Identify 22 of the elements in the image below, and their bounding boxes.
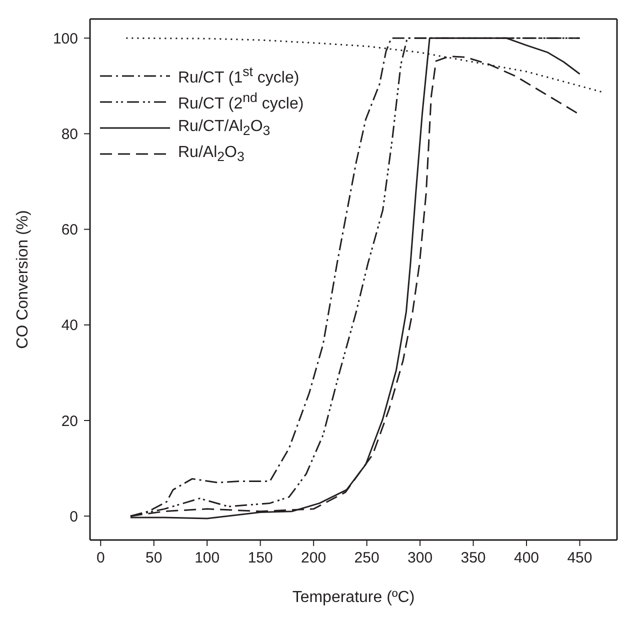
- y-tick-label: 100: [52, 30, 78, 48]
- x-tick-label: 450: [567, 550, 592, 567]
- x-tick-label: 0: [96, 550, 105, 567]
- x-tick-label: 200: [301, 550, 326, 567]
- y-tick-label: 20: [61, 412, 78, 430]
- legend-label: Ru/CT (1$^{st}$ cycle): [178, 64, 300, 88]
- y-tick-label: 60: [61, 222, 78, 239]
- x-tick-label: 400: [514, 550, 540, 567]
- x-tick-label: 350: [460, 550, 486, 567]
- legend-label: Ru/CT/Al$_{2}$O$_{3}$: [178, 116, 270, 140]
- x-tick-label: 50: [146, 550, 162, 567]
- x-tick-label: 250: [354, 550, 380, 567]
- x-tick-label: 150: [248, 550, 273, 567]
- y-tick-label: 40: [61, 317, 78, 334]
- x-tick-label: 300: [408, 550, 433, 567]
- legend-label: Ru/CT (2$^{nd}$ cycle): [178, 90, 304, 114]
- legend-label: Ru/Al$_{2}$O$_{3}$: [178, 142, 244, 166]
- y-tick-label: 0: [70, 508, 78, 526]
- x-tick-label: 100: [194, 550, 220, 567]
- x-axis-title: Temperature (ºC): [292, 589, 415, 606]
- y-tick-label: 80: [61, 126, 78, 144]
- y-axis-title: CO Conversion (%): [14, 210, 32, 349]
